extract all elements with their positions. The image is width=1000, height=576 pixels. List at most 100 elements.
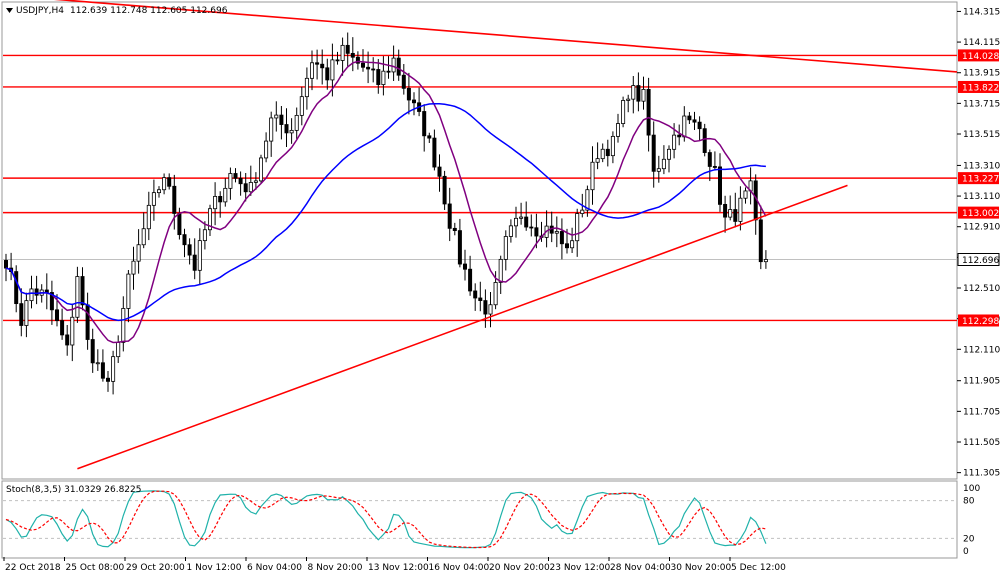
candle xyxy=(264,132,269,163)
candle xyxy=(325,58,330,90)
candle-body xyxy=(335,59,340,62)
candle-body xyxy=(24,300,29,326)
candle xyxy=(136,229,141,274)
level-tag-bg xyxy=(958,172,999,185)
candle xyxy=(299,86,304,126)
y-tick-label: 114.315 xyxy=(963,7,1000,17)
candle xyxy=(238,171,243,196)
candle-body xyxy=(304,77,309,98)
x-tick-label: 8 Nov 20:00 xyxy=(308,563,363,573)
candle-body xyxy=(325,67,330,81)
candle-body xyxy=(503,236,508,260)
candle-body xyxy=(284,124,289,134)
descending-trendline xyxy=(53,0,958,73)
candle xyxy=(442,170,447,210)
candle xyxy=(304,67,309,110)
candle-body xyxy=(442,175,447,205)
candle-body xyxy=(733,209,738,222)
candle xyxy=(738,186,743,231)
candle xyxy=(600,143,605,163)
x-tick-label: 1 Nov 12:00 xyxy=(187,563,242,573)
candle-body xyxy=(554,231,559,234)
candle xyxy=(371,57,376,83)
candle-body xyxy=(121,308,126,343)
candle-body xyxy=(758,219,763,263)
candle-body xyxy=(330,59,335,81)
candle xyxy=(411,92,416,116)
candle-body xyxy=(514,217,519,227)
candle xyxy=(228,167,233,200)
candle xyxy=(233,168,238,183)
candle xyxy=(381,56,386,96)
candle xyxy=(743,187,748,204)
candle xyxy=(386,56,391,79)
candle-body xyxy=(667,148,672,160)
candle-body xyxy=(218,195,223,203)
candle xyxy=(519,202,524,225)
candle-body xyxy=(702,128,707,153)
candle-body xyxy=(4,260,9,269)
candle xyxy=(34,275,39,305)
candle-body xyxy=(207,208,212,231)
candle-body xyxy=(621,100,626,124)
x-tick-label: 25 Oct 08:00 xyxy=(66,563,125,573)
candle xyxy=(294,107,299,140)
y-tick-label: 114.115 xyxy=(963,38,1000,48)
candle-body xyxy=(238,177,243,185)
candle-body xyxy=(29,288,34,302)
stoch-tick-label: 0 xyxy=(963,547,969,557)
candle-body xyxy=(299,96,304,116)
candle xyxy=(65,324,70,356)
candle-body xyxy=(411,99,416,104)
x-tick-label: 30 Nov 20:00 xyxy=(671,563,732,573)
candle xyxy=(452,222,457,236)
candle-body xyxy=(723,203,728,218)
candle-body xyxy=(264,140,269,159)
candle xyxy=(355,51,360,70)
candle-body xyxy=(172,185,177,214)
candle xyxy=(427,132,432,143)
candle xyxy=(763,250,768,269)
candle-body xyxy=(616,123,621,137)
candle-body xyxy=(106,377,111,382)
candle xyxy=(289,118,294,144)
candle-body xyxy=(90,339,95,364)
candle-body xyxy=(498,258,503,283)
ma_slow-line xyxy=(5,102,766,322)
candle-body xyxy=(371,68,376,71)
trendlines xyxy=(53,0,958,470)
candle-body xyxy=(534,227,539,237)
candle xyxy=(320,49,325,85)
candle-body xyxy=(437,166,442,177)
candle-body xyxy=(396,57,401,76)
candle-body xyxy=(156,189,161,194)
candle-body xyxy=(468,268,473,292)
candle-body xyxy=(366,66,371,70)
candle xyxy=(524,201,529,231)
level-tag-4: 112.298 xyxy=(958,314,999,327)
candle-body xyxy=(682,115,687,138)
symbol-label: USDJPY,H4 xyxy=(16,6,64,16)
candle-body xyxy=(182,234,187,246)
candle xyxy=(733,192,738,228)
candle xyxy=(269,111,274,157)
candle-body xyxy=(34,288,39,296)
candle xyxy=(218,191,223,218)
candle-body xyxy=(177,213,182,236)
level-tag-bg xyxy=(958,314,999,327)
moving-averages xyxy=(5,60,767,344)
dropdown-arrow-icon[interactable] xyxy=(6,8,13,13)
candle-body xyxy=(508,225,513,237)
candle-body xyxy=(223,187,228,203)
candle xyxy=(616,113,621,143)
candle-body xyxy=(49,292,54,311)
candle-body xyxy=(376,69,381,85)
candle xyxy=(605,139,610,167)
candle xyxy=(213,182,218,226)
candle-body xyxy=(162,177,167,191)
price-tags: 114.028 113.822 113.227 113.002 112.298 112.6… xyxy=(957,49,1000,327)
candle xyxy=(182,228,187,258)
candle xyxy=(646,77,651,152)
candle-body xyxy=(243,183,248,193)
